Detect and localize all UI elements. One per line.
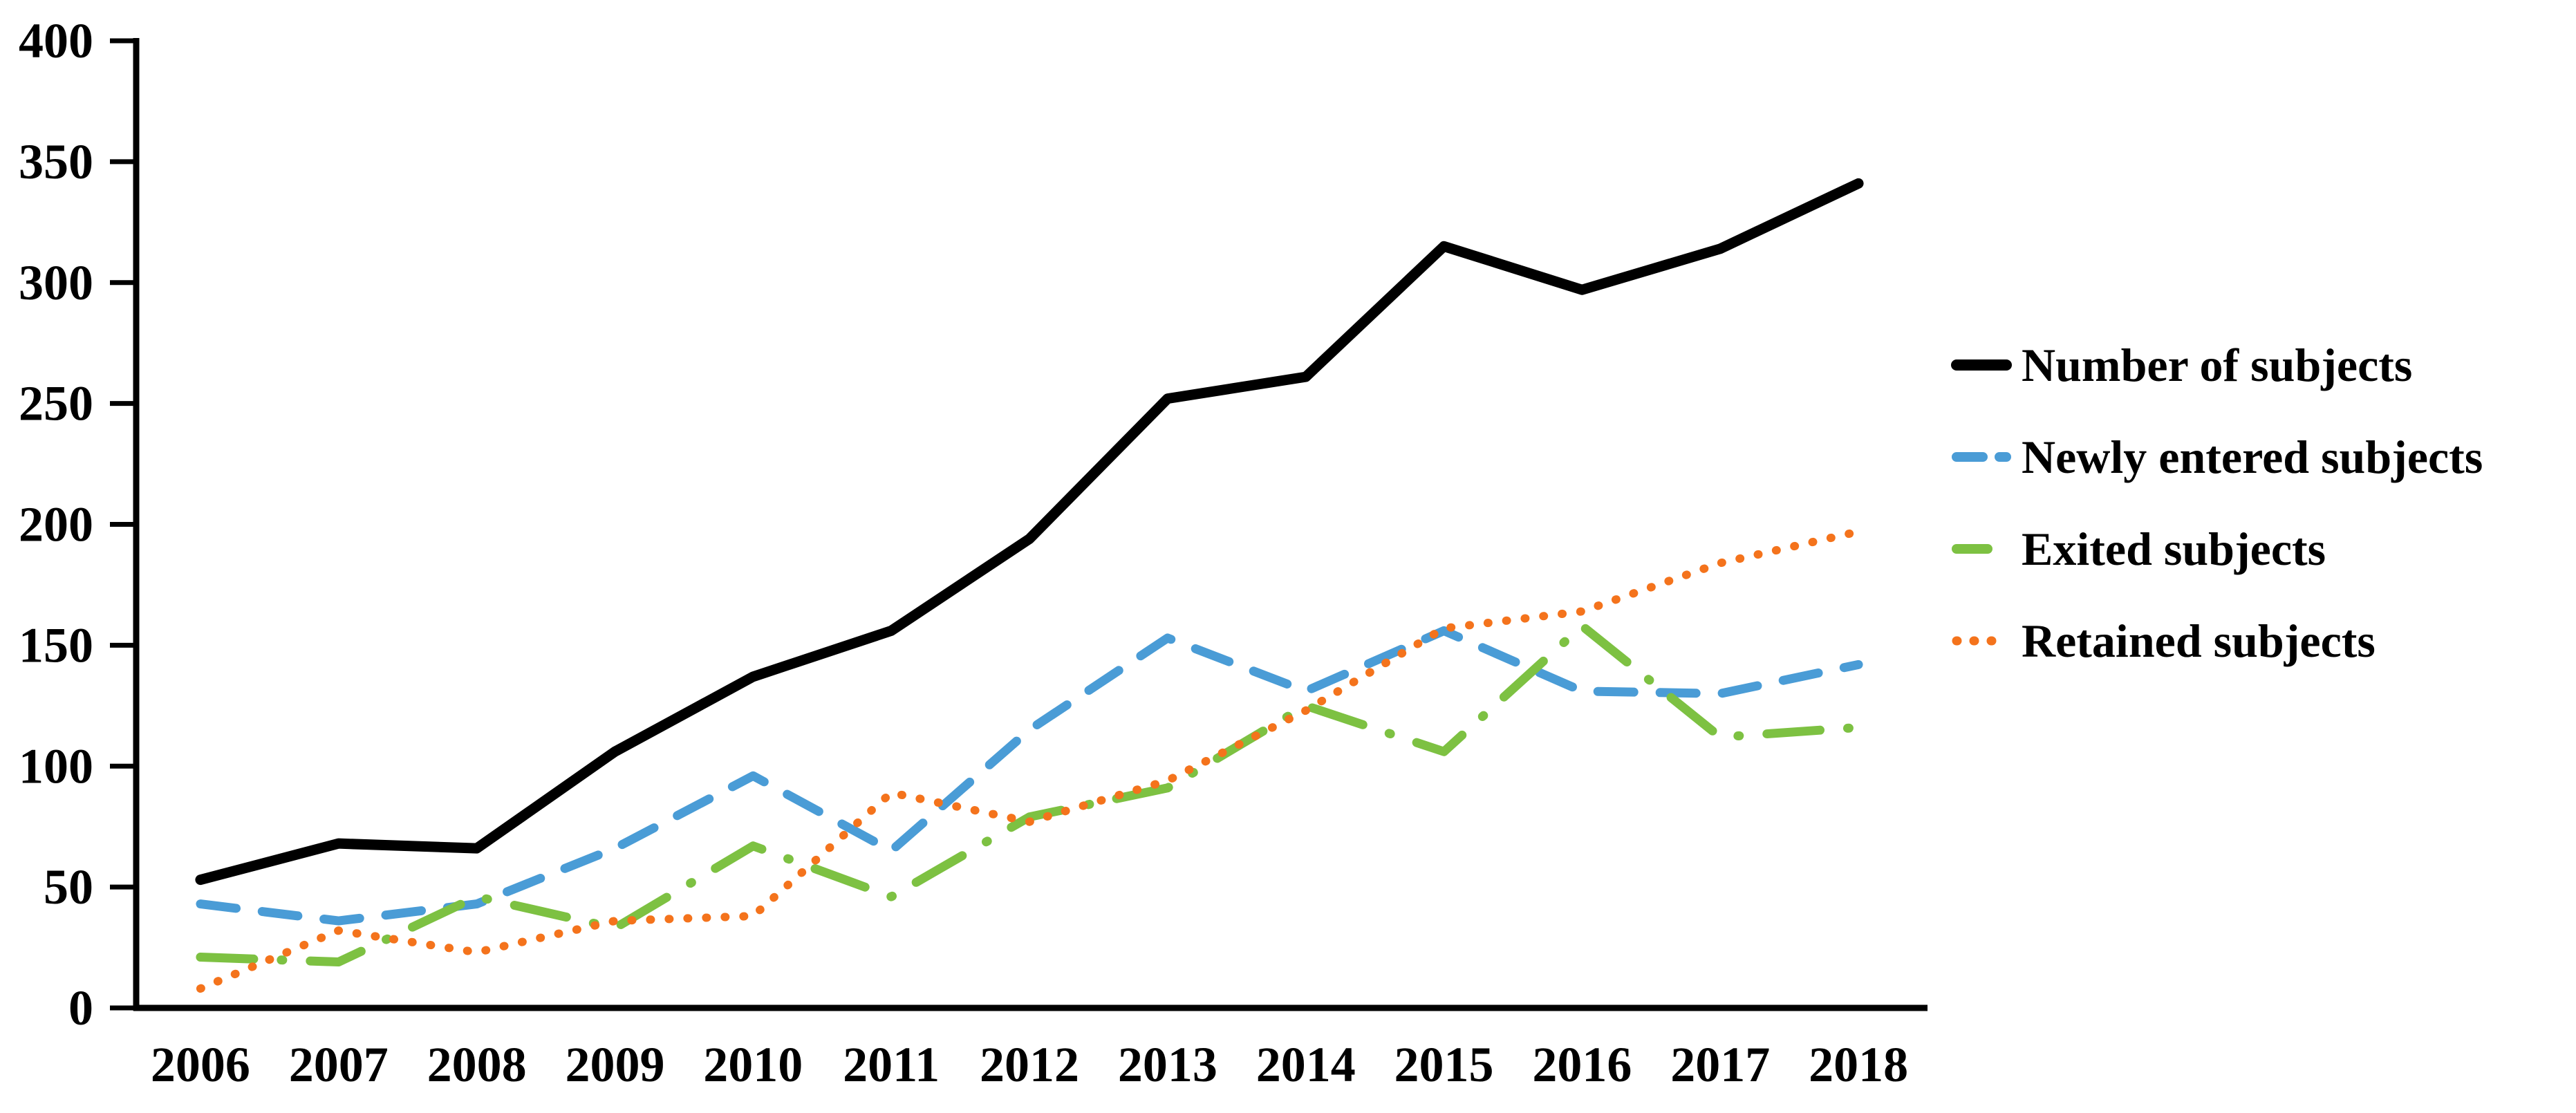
- legend-item-retained-subjects: Retained subjects: [1952, 615, 2376, 667]
- x-tick-label: 2016: [1532, 1037, 1632, 1092]
- y-tick-label: 100: [19, 738, 93, 794]
- legend-item-exited-subjects: Exited subjects: [1952, 523, 2326, 575]
- x-tick-label: 2008: [427, 1037, 527, 1092]
- x-tick-label: 2014: [1256, 1037, 1356, 1092]
- x-tick-label: 2006: [151, 1037, 250, 1092]
- legend-item-number-of-subjects: Number of subjects: [1951, 339, 2412, 391]
- y-tick-label: 300: [19, 255, 93, 310]
- legend-label: Number of subjects: [2022, 339, 2412, 391]
- x-tick-label: 2018: [1809, 1037, 1908, 1092]
- series-line-exited-subjects: [196, 621, 1863, 967]
- legend-label: Retained subjects: [2022, 615, 2376, 667]
- x-tick-label: 2015: [1394, 1037, 1494, 1092]
- x-tick-label: 2010: [703, 1037, 803, 1092]
- x-tick-label: 2011: [843, 1037, 940, 1092]
- y-tick-label: 250: [19, 376, 93, 431]
- y-tick-label: 200: [19, 497, 93, 552]
- x-tick-label: 2007: [289, 1037, 389, 1092]
- x-tick-label: 2009: [565, 1037, 664, 1092]
- y-tick-label: 50: [44, 859, 93, 915]
- x-tick-label: 2013: [1118, 1037, 1217, 1092]
- x-tick-label: 2017: [1670, 1037, 1770, 1092]
- series-line-newly-entered-subjects: [196, 626, 1863, 926]
- legend-label: Exited subjects: [2022, 523, 2326, 575]
- y-tick-label: 350: [19, 134, 93, 189]
- series-line-number-of-subjects: [195, 178, 1864, 886]
- series-line-retained-subjects: [196, 527, 1863, 993]
- y-tick-label: 150: [19, 617, 93, 673]
- y-tick-label: 0: [68, 980, 93, 1036]
- x-tick-label: 2012: [980, 1037, 1079, 1092]
- legend-item-newly-entered-subjects: Newly entered subjects: [1952, 431, 2483, 483]
- y-tick-label: 400: [19, 13, 93, 68]
- legend-label: Newly entered subjects: [2022, 431, 2483, 483]
